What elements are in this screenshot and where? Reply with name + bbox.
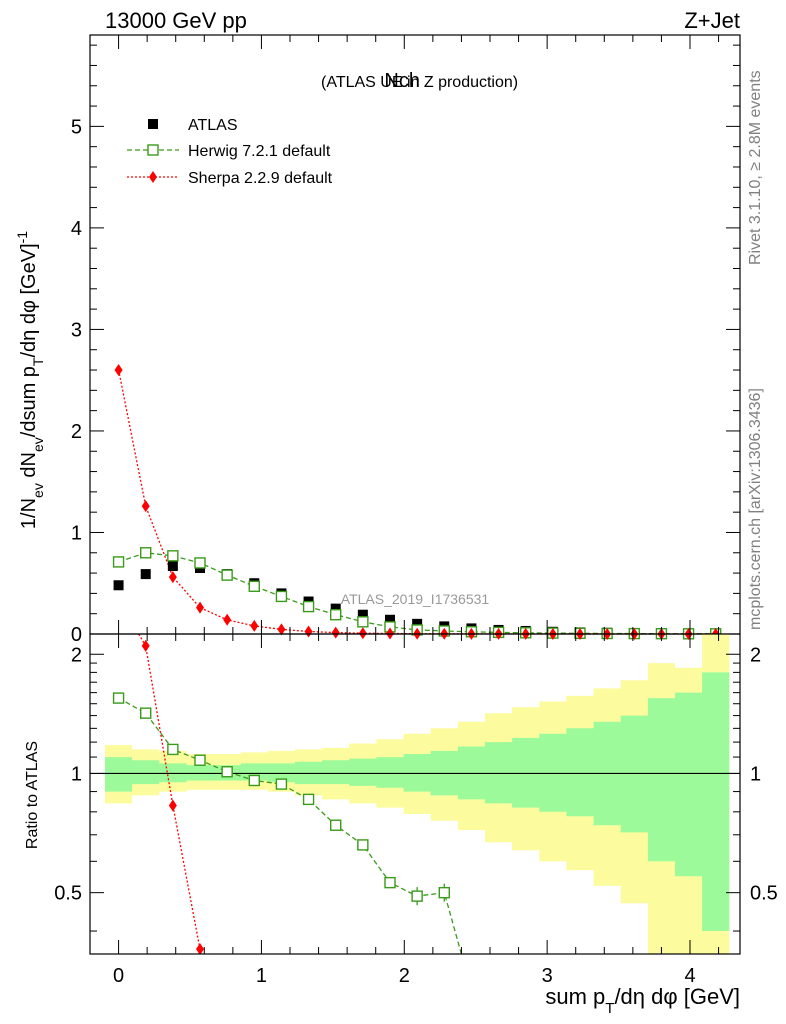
- herwig-ratio-point: [167, 743, 179, 756]
- sherpa-point: [304, 625, 313, 638]
- plot-title: Nch: [384, 70, 420, 92]
- herwig-ratio-point: [384, 876, 396, 889]
- ratio-frame: [89, 633, 741, 955]
- sherpa-point: [168, 571, 177, 584]
- x-axis-label-text: sum pT/dη dφ [GeV]: [545, 984, 740, 1017]
- ratio-panel: 0.5 0.5 1 1 2 2 0 1 2 3 4 Ratio to ATLAS sum pT/dη…: [24, 633, 778, 1017]
- xtick-label: 4: [684, 965, 695, 987]
- herwig-point: [248, 580, 260, 592]
- uncertainty-band-inner: [105, 672, 730, 931]
- legend-entry: Sherpa 2.2.9 default: [127, 170, 333, 187]
- legend-label: Herwig 7.2.1 default: [188, 143, 331, 160]
- ratio-ylabel: Ratio to ATLAS: [24, 741, 41, 849]
- ratio-ytick-label-right: 1: [750, 763, 761, 785]
- ratio-ytick-label: 0.5: [54, 883, 82, 905]
- xtick-label: 3: [542, 965, 553, 987]
- atlas-point: [330, 603, 341, 614]
- herwig-point: [302, 600, 315, 613]
- herwig-ratio-point: [302, 793, 315, 806]
- main-panel: 0 1 2 3 4 5 Nch (ATLAS UE in Z production) AT…: [14, 34, 741, 646]
- herwig-point: [275, 590, 288, 603]
- herwig-ratio-point: [140, 707, 152, 719]
- xtick-label: 2: [399, 965, 410, 987]
- herwig-point: [167, 550, 179, 562]
- main-ylabel-text: 1/Nev dNev/dsum pT/dη dφ [GeV]-1: [14, 231, 46, 529]
- uncertainty-band-outer: [105, 634, 730, 954]
- mcplots-label: mcplots.cern.ch [arXiv:1306.3436]: [747, 388, 764, 630]
- legend-entry: ATLAS: [148, 117, 238, 134]
- x-axis-label: sum pT/dη dφ [GeV]: [545, 984, 740, 1017]
- herwig-ratio-point: [438, 886, 450, 899]
- legend-marker: [149, 171, 157, 183]
- xtick-label: 1: [256, 965, 267, 987]
- herwig-point: [112, 556, 125, 568]
- herwig-point: [140, 547, 152, 559]
- sherpa-point: [114, 364, 123, 377]
- main-ytick-label: 0: [71, 624, 82, 646]
- herwig-point: [221, 569, 233, 581]
- herwig-ratio-point: [357, 839, 369, 851]
- herwig-ratio-point: [275, 778, 288, 790]
- sherpa-point: [358, 627, 367, 640]
- sherpa-point: [250, 619, 259, 632]
- ratio-ytick-label-right: 0.5: [750, 883, 778, 905]
- sherpa-ratio-point: [141, 639, 150, 652]
- sherpa-point: [141, 500, 150, 513]
- atlas-point: [357, 609, 368, 620]
- main-ytick-label: 3: [71, 319, 82, 341]
- main-ytick-label: 5: [71, 116, 82, 138]
- atlas-point: [412, 618, 423, 629]
- atlas-point: [167, 560, 178, 571]
- sherpa-point: [223, 613, 232, 626]
- legend-label: Sherpa 2.2.9 default: [188, 170, 333, 187]
- sherpa-ratio-line: [137, 634, 201, 950]
- main-ytick-label: 4: [71, 218, 82, 240]
- legend-label: ATLAS: [188, 117, 238, 134]
- herwig-ratio-point: [112, 692, 125, 704]
- herwig-ratio-point: [194, 754, 206, 766]
- atlas-point: [113, 580, 124, 591]
- herwig-ratio-point: [248, 774, 260, 787]
- herwig-ratio-point: [411, 890, 423, 902]
- rivet-label: Rivet 3.1.10, ≥ 2.8M events: [747, 70, 764, 265]
- ratio-ytick-label-right: 2: [750, 644, 761, 666]
- sherpa-point: [277, 623, 286, 636]
- main-ylabel: 1/Nev dNev/dsum pT/dη dφ [GeV]-1: [14, 231, 46, 529]
- legend-marker: [147, 144, 159, 156]
- main-ytick-label: 2: [71, 421, 82, 443]
- legend: ATLAS Herwig 7.2.1 default Sherpa 2.2.9 de…: [127, 117, 333, 187]
- analysis-watermark: ATLAS_2019_I1736531: [341, 591, 490, 607]
- atlas-point: [140, 569, 151, 580]
- herwig-point: [330, 609, 342, 621]
- atlas-point: [385, 614, 395, 625]
- sherpa-ratio-point: [168, 799, 177, 812]
- herwig-point: [194, 557, 206, 569]
- herwig-ratio-point: [330, 819, 342, 831]
- legend-entry: Herwig 7.2.1 default: [127, 143, 331, 160]
- legend-marker: [148, 119, 158, 129]
- ratio-ytick-label: 1: [71, 763, 82, 785]
- process-label: Z+Jet: [684, 8, 740, 33]
- herwig-point: [357, 616, 369, 628]
- collision-label: 13000 GeV pp: [105, 8, 247, 33]
- ratio-series-group: [112, 634, 463, 954]
- plot-subtitle: (ATLAS UE in Z production): [321, 74, 518, 91]
- xtick-label: 0: [113, 965, 124, 987]
- sherpa-point: [196, 601, 204, 614]
- ratio-ytick-label: 2: [71, 644, 82, 666]
- main-ytick-label: 1: [71, 522, 82, 544]
- sherpa-ratio-point: [196, 943, 204, 954]
- herwig-ratio-point: [221, 766, 233, 778]
- sherpa-point: [331, 626, 340, 639]
